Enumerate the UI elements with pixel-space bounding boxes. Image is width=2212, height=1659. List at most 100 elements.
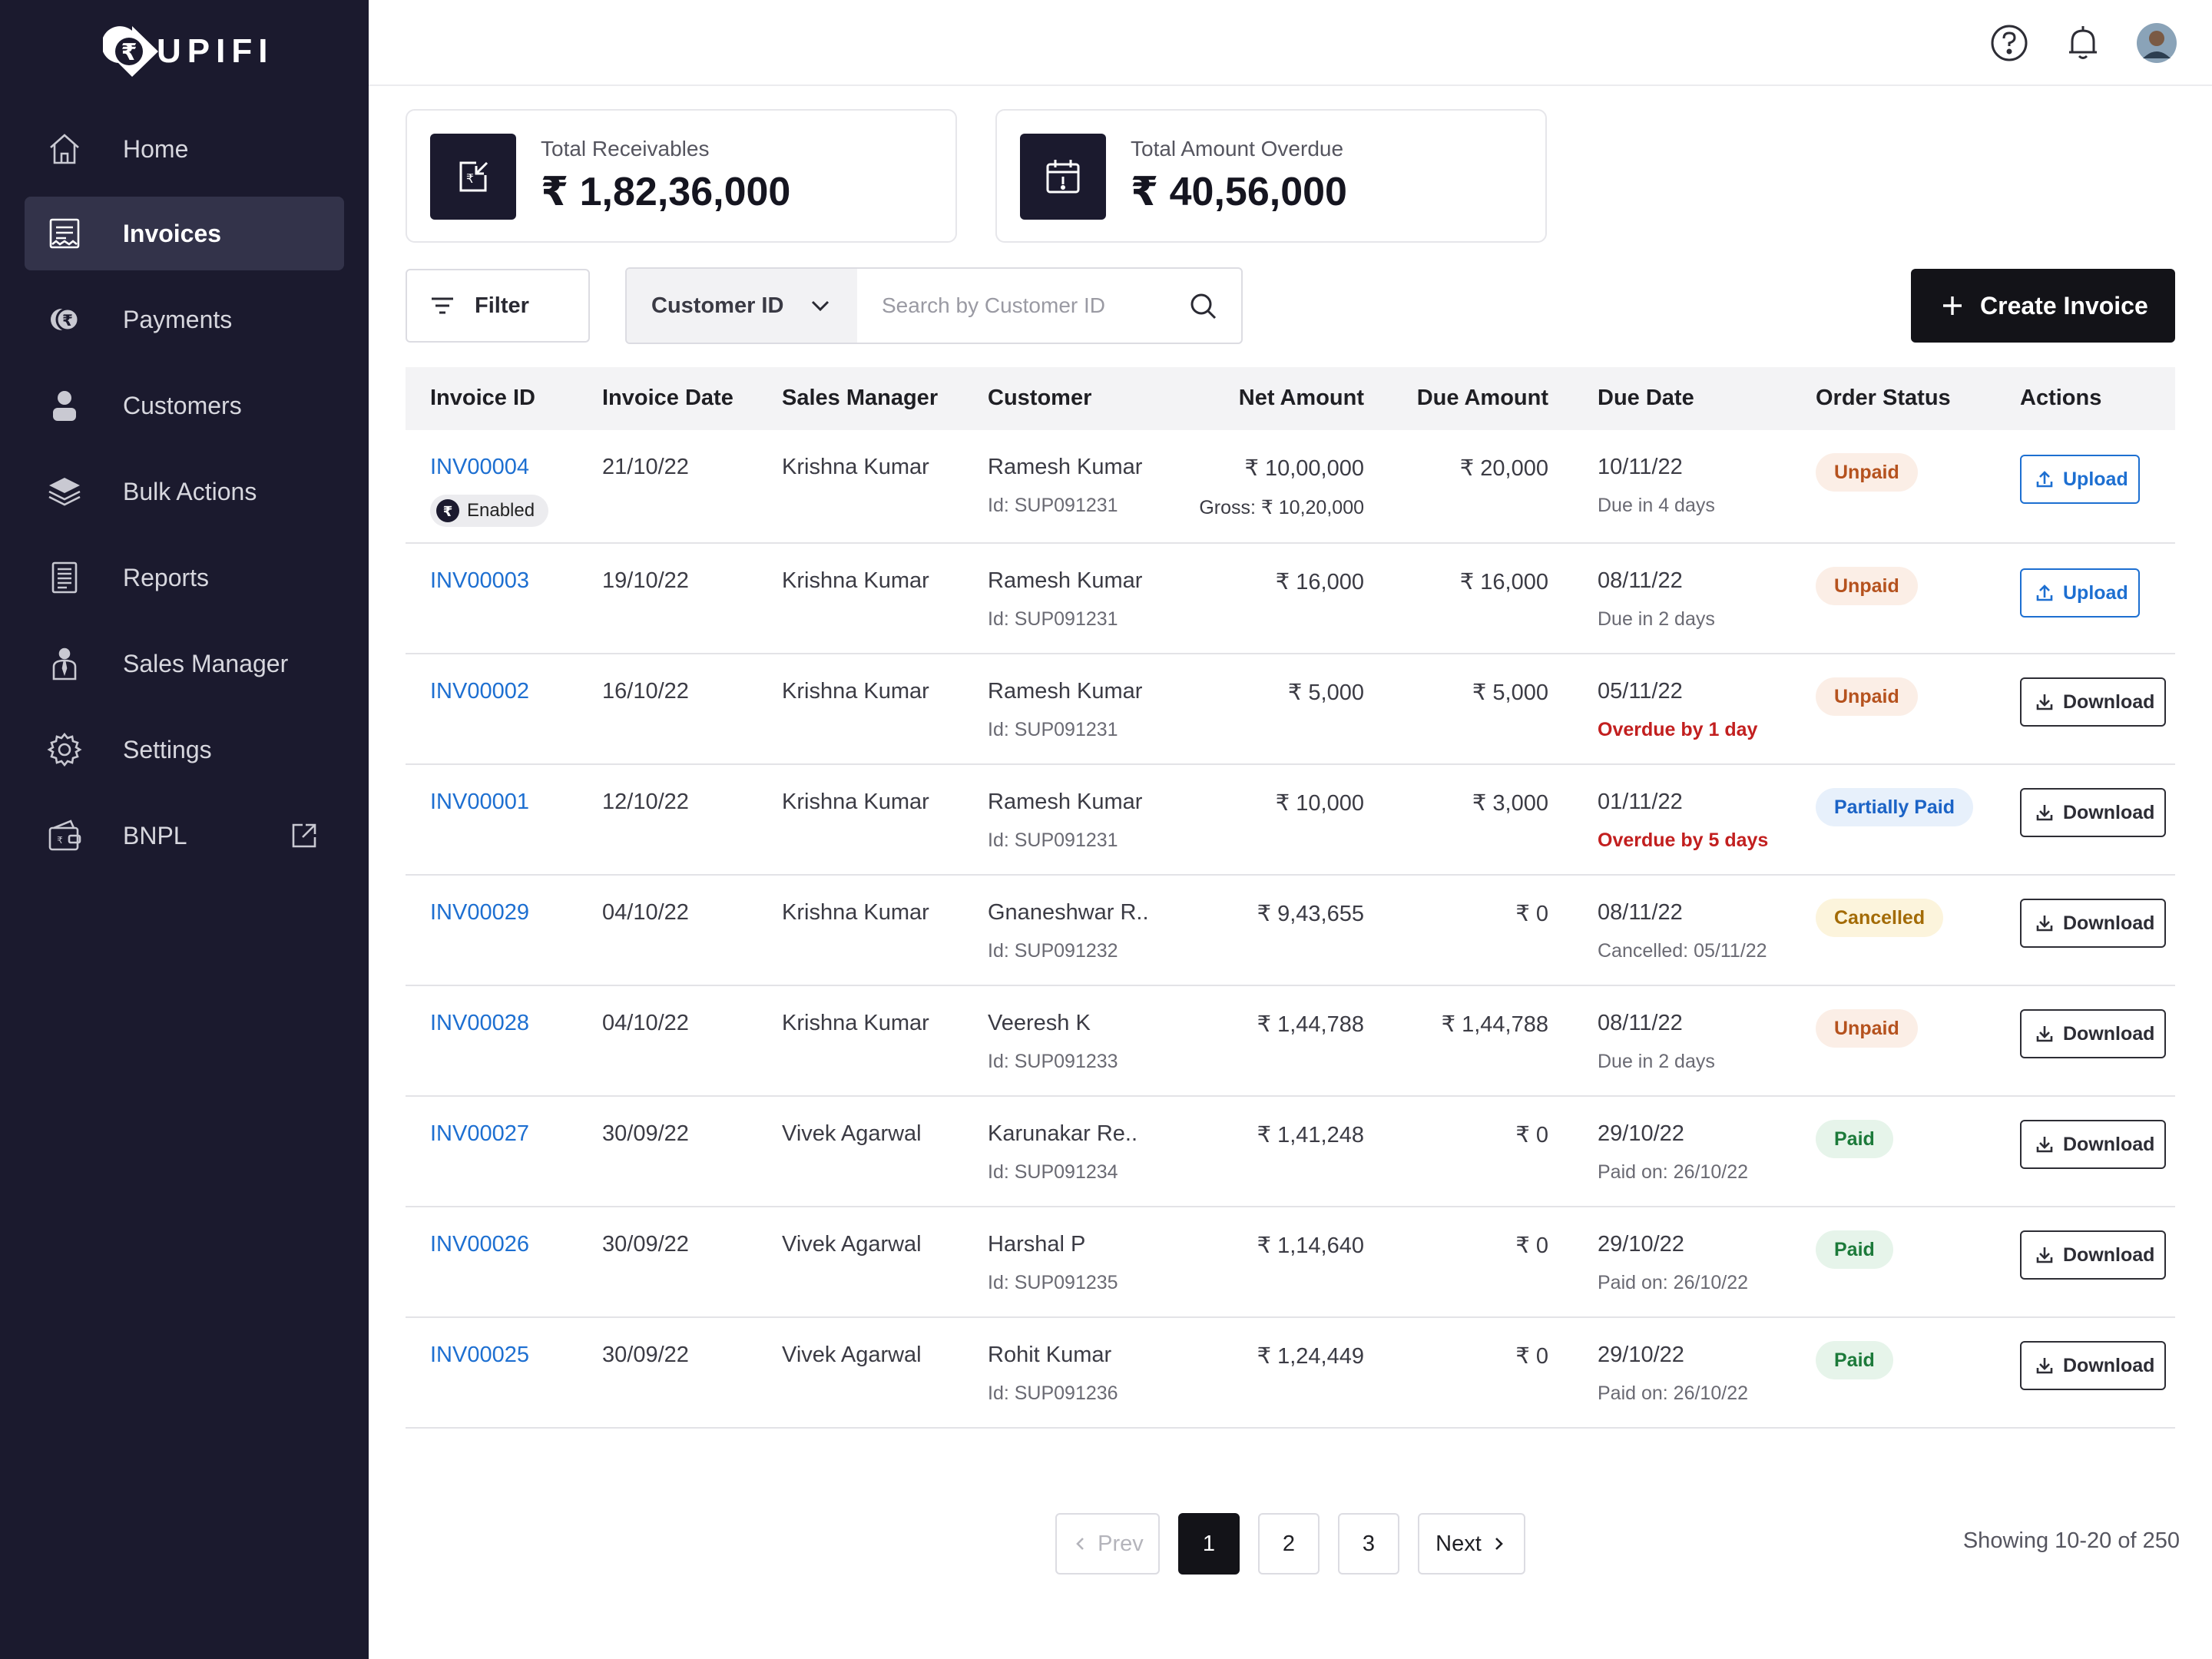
- due-date: 08/11/22: [1598, 900, 1683, 925]
- sidebar-item-settings[interactable]: Settings: [25, 713, 344, 786]
- net-amount: ₹ 10,00,000: [1244, 456, 1364, 481]
- invoice-id-link[interactable]: INV00025: [430, 1343, 529, 1367]
- create-invoice-label: Create Invoice: [1980, 291, 2148, 320]
- customer-name: Ramesh Kumar: [988, 568, 1143, 593]
- column-header-invoice-id[interactable]: Invoice ID: [430, 386, 535, 410]
- sidebar-item-invoices[interactable]: Invoices: [25, 197, 344, 270]
- search-icon[interactable]: [1187, 290, 1218, 321]
- action-label: Upload: [2063, 468, 2128, 490]
- next-page-button[interactable]: Next: [1418, 1513, 1525, 1575]
- invoice-id-link[interactable]: INV00027: [430, 1121, 529, 1146]
- page-button-2[interactable]: 2: [1258, 1513, 1320, 1575]
- user-icon: [46, 387, 83, 424]
- due-amount: ₹ 0: [1515, 1123, 1548, 1147]
- plus-icon: [1943, 296, 1962, 315]
- total-overdue-card: Total Amount Overdue ₹ 40,56,000: [995, 109, 1547, 243]
- create-invoice-button[interactable]: Create Invoice: [1911, 269, 2175, 343]
- card-label: Total Receivables: [541, 137, 710, 161]
- invoice-id-link[interactable]: INV00028: [430, 1011, 529, 1035]
- invoice-date: 12/10/22: [602, 790, 689, 814]
- action-label: Download: [2063, 690, 2155, 713]
- column-header-order-status[interactable]: Order Status: [1816, 386, 1951, 410]
- invoice-id-link[interactable]: INV00002: [430, 679, 529, 704]
- table-row: INV00027 30/09/22 Vivek Agarwal Karunakar R…: [406, 1097, 2175, 1207]
- table-row: INV00028 04/10/22 Krishna Kumar Veeresh K Id…: [406, 986, 2175, 1097]
- invoice-id-link[interactable]: INV00029: [430, 900, 529, 925]
- column-header-sales-manager[interactable]: Sales Manager: [782, 386, 939, 410]
- prev-page-button[interactable]: Prev: [1055, 1513, 1160, 1575]
- search-input[interactable]: [857, 269, 1180, 343]
- search-field-select[interactable]: Customer ID: [627, 269, 857, 343]
- sidebar-item-bulk-actions[interactable]: Bulk Actions: [25, 455, 344, 528]
- table-header: Invoice ID Invoice Date Sales Manager Cu…: [406, 367, 2175, 430]
- action-label: Download: [2063, 1133, 2155, 1155]
- column-header-net-amount[interactable]: Net Amount: [1238, 386, 1364, 410]
- bell-icon[interactable]: [2061, 22, 2104, 65]
- upload-icon: [2034, 469, 2055, 490]
- filter-icon: [432, 297, 453, 314]
- column-header-customer[interactable]: Customer: [988, 386, 1092, 410]
- column-header-due-amount[interactable]: Due Amount: [1416, 386, 1548, 410]
- sidebar-item-bnpl[interactable]: ₹ BNPL: [25, 799, 344, 873]
- status-badge: Unpaid: [1816, 1009, 1918, 1048]
- invoice-id-link[interactable]: INV00026: [430, 1232, 529, 1257]
- download-button[interactable]: Download: [2020, 1341, 2166, 1390]
- external-link-icon: [289, 820, 320, 851]
- download-button[interactable]: Download: [2020, 1230, 2166, 1280]
- home-icon: [46, 131, 83, 167]
- gross-amount: Gross: ₹ 10,20,000: [1199, 497, 1364, 518]
- column-header-due-date[interactable]: Due Date: [1598, 386, 1694, 410]
- column-header-invoice-date[interactable]: Invoice Date: [602, 386, 733, 410]
- svg-text:₹: ₹: [121, 39, 137, 66]
- download-button[interactable]: Download: [2020, 788, 2166, 837]
- page-button-1[interactable]: 1: [1178, 1513, 1240, 1575]
- download-button[interactable]: Download: [2020, 899, 2166, 948]
- status-badge: Unpaid: [1816, 453, 1918, 492]
- status-badge: Unpaid: [1816, 677, 1918, 716]
- due-date: 05/11/22: [1598, 679, 1683, 704]
- download-icon: [2034, 691, 2055, 713]
- sidebar-item-home[interactable]: Home: [25, 112, 344, 186]
- sidebar-item-sales-manager[interactable]: Sales Manager: [25, 627, 344, 700]
- sidebar-item-label: Bulk Actions: [123, 477, 257, 505]
- rupee-logo-icon: ₹: [103, 26, 158, 77]
- download-button[interactable]: Download: [2020, 677, 2166, 727]
- avatar[interactable]: [2135, 22, 2178, 65]
- due-amount: ₹ 0: [1515, 1233, 1548, 1258]
- sidebar-item-customers[interactable]: Customers: [25, 369, 344, 442]
- download-button[interactable]: Download: [2020, 1009, 2166, 1058]
- invoice-id-link[interactable]: INV00004: [430, 455, 529, 479]
- sidebar-item-payments[interactable]: ₹ Payments: [25, 283, 344, 356]
- due-date: 08/11/22: [1598, 568, 1683, 593]
- card-value: ₹ 40,56,000: [1131, 170, 1347, 214]
- sidebar-item-reports[interactable]: Reports: [25, 541, 344, 614]
- table-row: INV00004 ₹ Enabled 21/10/22 Krishna Kumar Ram…: [406, 430, 2175, 544]
- page-button-3[interactable]: 3: [1338, 1513, 1399, 1575]
- net-amount: ₹ 5,000: [1287, 680, 1364, 705]
- customer-id: Id: SUP091234: [988, 1161, 1118, 1183]
- brand-logo[interactable]: ₹ UPIFI: [103, 23, 273, 80]
- filter-button[interactable]: Filter: [406, 269, 590, 343]
- download-button[interactable]: Download: [2020, 1120, 2166, 1169]
- due-note: Due in 2 days: [1598, 1051, 1715, 1072]
- rupee-logo-icon: ₹: [436, 499, 459, 522]
- chevron-down-icon: [811, 300, 830, 312]
- due-amount: ₹ 16,000: [1459, 570, 1548, 594]
- upload-button[interactable]: Upload: [2020, 568, 2140, 618]
- invoice-id-link[interactable]: INV00003: [430, 568, 529, 593]
- net-amount: ₹ 9,43,655: [1257, 902, 1364, 926]
- layers-icon: [46, 473, 83, 510]
- due-note: Overdue by 5 days: [1598, 830, 1769, 851]
- total-receivables-card: ₹ Total Receivables ₹ 1,82,36,000: [406, 109, 957, 243]
- page-number: 3: [1362, 1531, 1376, 1556]
- customer-id: Id: SUP091231: [988, 719, 1118, 740]
- invoice-id-link[interactable]: INV00001: [430, 790, 529, 814]
- upload-button[interactable]: Upload: [2020, 455, 2140, 504]
- customer-name: Veeresh K: [988, 1011, 1091, 1035]
- report-icon: [46, 559, 83, 596]
- due-date: 01/11/22: [1598, 790, 1683, 814]
- filter-label: Filter: [475, 293, 529, 318]
- page-number: 2: [1282, 1531, 1296, 1556]
- help-icon[interactable]: [1988, 22, 2031, 65]
